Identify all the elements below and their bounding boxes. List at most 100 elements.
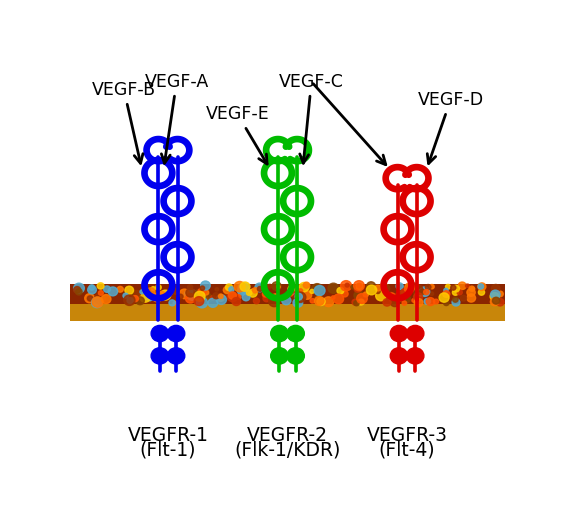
Circle shape: [252, 288, 258, 293]
Circle shape: [439, 293, 449, 302]
Circle shape: [389, 294, 399, 304]
Circle shape: [352, 299, 358, 305]
Circle shape: [407, 325, 424, 342]
Circle shape: [204, 290, 209, 295]
Circle shape: [160, 290, 171, 300]
Circle shape: [304, 282, 310, 288]
Circle shape: [402, 290, 408, 296]
Circle shape: [466, 284, 470, 288]
Circle shape: [210, 296, 215, 300]
Text: VEGFR-2: VEGFR-2: [247, 426, 328, 445]
Circle shape: [104, 286, 111, 293]
Circle shape: [389, 293, 395, 298]
Circle shape: [282, 296, 291, 305]
Circle shape: [76, 289, 82, 295]
Circle shape: [237, 287, 246, 295]
Circle shape: [363, 292, 369, 297]
Circle shape: [375, 289, 380, 294]
Circle shape: [159, 291, 165, 297]
Circle shape: [407, 286, 411, 290]
Circle shape: [443, 291, 450, 297]
Circle shape: [268, 284, 272, 288]
Circle shape: [490, 298, 499, 306]
Circle shape: [127, 298, 133, 304]
Circle shape: [142, 287, 147, 291]
Circle shape: [306, 285, 310, 289]
Circle shape: [493, 297, 500, 304]
Circle shape: [232, 297, 241, 306]
Circle shape: [287, 325, 304, 342]
Circle shape: [204, 297, 208, 300]
Circle shape: [380, 282, 387, 289]
Circle shape: [269, 297, 272, 300]
Circle shape: [353, 281, 364, 291]
Circle shape: [497, 291, 503, 297]
Circle shape: [295, 292, 306, 303]
Circle shape: [453, 297, 458, 302]
Circle shape: [92, 297, 103, 307]
Circle shape: [88, 286, 96, 294]
Circle shape: [430, 292, 434, 296]
Circle shape: [271, 348, 288, 364]
Circle shape: [246, 290, 252, 296]
Circle shape: [156, 285, 161, 290]
Circle shape: [358, 299, 364, 305]
Bar: [70, 304, 505, 322]
Circle shape: [444, 288, 448, 292]
Circle shape: [173, 288, 179, 294]
Circle shape: [288, 292, 293, 296]
Circle shape: [328, 283, 339, 294]
Circle shape: [194, 290, 202, 298]
Circle shape: [288, 286, 295, 291]
Circle shape: [450, 285, 456, 290]
Circle shape: [390, 298, 399, 307]
Circle shape: [471, 287, 475, 291]
Circle shape: [271, 325, 288, 342]
Circle shape: [140, 292, 150, 302]
Circle shape: [351, 285, 355, 289]
Circle shape: [461, 295, 467, 301]
Bar: [70, 284, 505, 304]
Circle shape: [257, 287, 263, 291]
Circle shape: [341, 280, 352, 291]
Circle shape: [315, 295, 322, 301]
Circle shape: [288, 285, 297, 293]
Circle shape: [98, 290, 103, 295]
Circle shape: [496, 298, 504, 306]
Circle shape: [430, 285, 434, 289]
Circle shape: [467, 294, 476, 302]
Circle shape: [354, 285, 362, 293]
Circle shape: [89, 285, 95, 290]
Circle shape: [420, 289, 425, 295]
Circle shape: [215, 288, 219, 291]
Circle shape: [85, 294, 94, 303]
Circle shape: [94, 294, 105, 304]
Circle shape: [402, 289, 406, 293]
Circle shape: [187, 290, 198, 300]
Circle shape: [458, 282, 466, 289]
Circle shape: [91, 297, 103, 308]
Circle shape: [144, 291, 154, 301]
Circle shape: [405, 283, 415, 292]
Circle shape: [412, 285, 423, 295]
Circle shape: [185, 290, 193, 298]
Circle shape: [383, 298, 391, 306]
Circle shape: [310, 289, 314, 294]
Circle shape: [491, 285, 500, 293]
Circle shape: [310, 298, 315, 303]
Circle shape: [490, 290, 500, 299]
Circle shape: [388, 293, 393, 297]
Text: VEGF-D: VEGF-D: [417, 91, 484, 164]
Text: VEGF-A: VEGF-A: [145, 73, 209, 163]
Circle shape: [277, 285, 280, 289]
Circle shape: [383, 285, 390, 292]
Circle shape: [457, 290, 462, 295]
Circle shape: [239, 284, 244, 289]
Circle shape: [407, 348, 424, 364]
Circle shape: [292, 290, 302, 299]
Circle shape: [73, 287, 81, 293]
Circle shape: [333, 294, 344, 304]
Circle shape: [356, 283, 363, 290]
Circle shape: [263, 295, 270, 302]
Circle shape: [217, 295, 224, 301]
